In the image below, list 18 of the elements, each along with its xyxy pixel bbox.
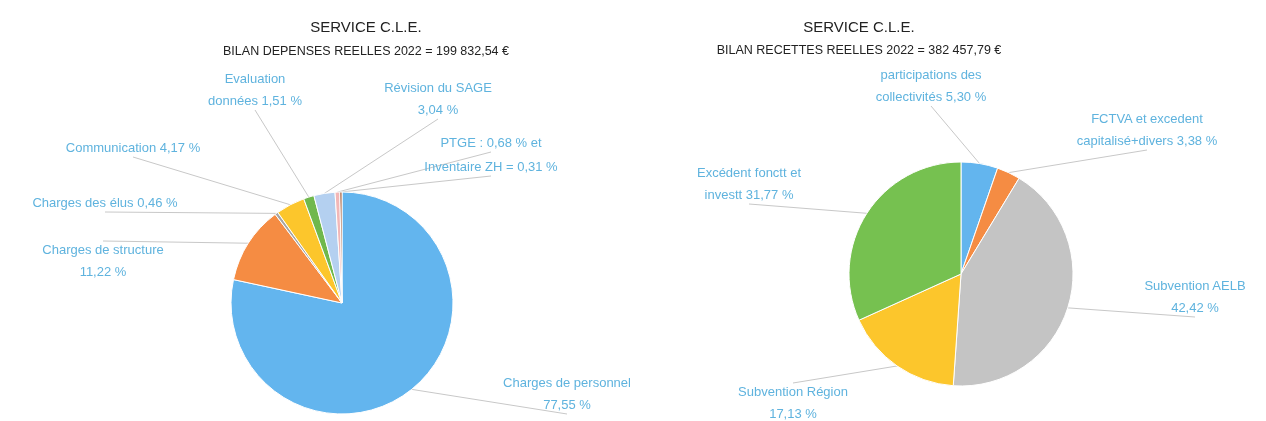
chart-title: SERVICE C.L.E. — [310, 18, 422, 35]
slice-label: Excédent fonctt et investt 31,77 % — [696, 165, 802, 202]
slice-label: participations des collectivités 5,30 % — [875, 67, 987, 104]
slice-label: Communication 4,17 % — [65, 140, 201, 155]
slice-label: Révision du SAGE 3,04 % — [384, 80, 493, 117]
slice-label: Evaluation données 1,51 % — [208, 71, 303, 108]
pie-slice — [230, 191, 454, 415]
slice-label: Subvention AELB 42,42 % — [1144, 278, 1246, 315]
slice-label: Charges de personnel 77,55 % — [503, 375, 632, 412]
slice-label: Subvention Région 17,13 % — [738, 384, 848, 421]
slice-label: PTGE : 0,68 % et — [440, 135, 542, 150]
chart-subtitle: BILAN DEPENSES REELLES 2022 = 199 832,54 € — [223, 44, 510, 58]
slice-label: Inventaire ZH = 0,31 % — [424, 159, 559, 174]
slice-label: FCTVA et excedent capitalisé+divers 3,38 % — [1076, 111, 1218, 148]
slice-label: Charges de structure 11,22 % — [42, 242, 164, 279]
chart-title: SERVICE C.L.E. — [803, 18, 915, 35]
slice-label: Charges des élus 0,46 % — [32, 195, 179, 210]
chart-subtitle: BILAN RECETTES REELLES 2022 = 382 457,79 € — [716, 43, 1002, 57]
